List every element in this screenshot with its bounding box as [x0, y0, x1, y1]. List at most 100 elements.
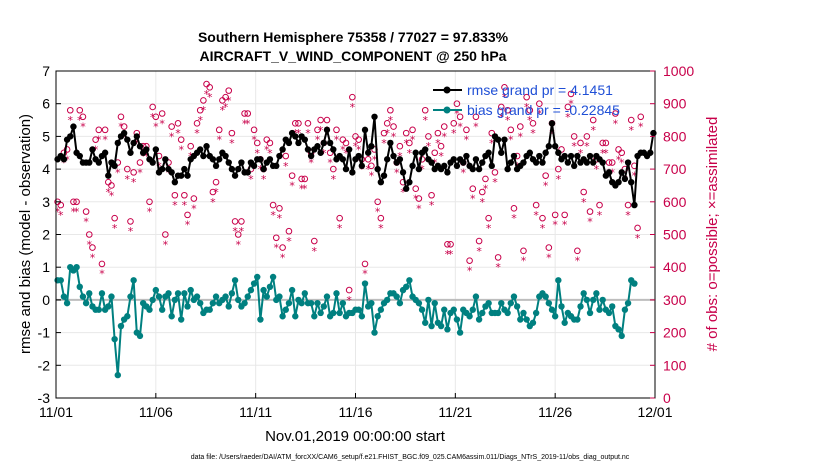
rmse-point [387, 139, 394, 147]
rmse-point [244, 169, 251, 176]
rmse-point [396, 156, 404, 163]
rmse-point [60, 156, 68, 163]
obs-assimilated-point: * [109, 189, 115, 202]
obs-assimilated-point: * [299, 183, 305, 196]
bias-point [146, 306, 153, 313]
rmse-point [539, 159, 546, 166]
left-tick-label: 2 [42, 227, 50, 243]
bias-point [542, 293, 549, 300]
legend-rmse-marker [443, 86, 451, 94]
obs-assimilated-point: * [93, 143, 99, 156]
bias-point [158, 306, 166, 313]
x-axis-ticks: 11/01 11/06 11/11 11/16 11/21 11/26 12/01 [39, 393, 673, 420]
obs-possible-point [583, 133, 591, 140]
bias-point [580, 290, 587, 297]
rmse-point [101, 149, 109, 156]
obs-possible-point [92, 136, 99, 143]
obs-assimilated-point: * [603, 147, 609, 160]
obs-assimilated-point: * [508, 134, 514, 147]
bias-point [63, 299, 71, 307]
obs-possible-point [342, 139, 350, 147]
obs-assimilated-point: * [115, 166, 121, 179]
obs-possible-point [355, 136, 362, 143]
right-tick-label: 700 [663, 161, 687, 177]
obs-possible-point [225, 87, 233, 94]
obs-assimilated-point: * [283, 160, 289, 173]
bias-point [285, 299, 293, 307]
obs-possible-point [279, 244, 286, 251]
rmse-point [326, 139, 334, 147]
obs-assimilated-point: * [394, 166, 400, 179]
bias-point [561, 319, 568, 326]
obs-assimilated-point: * [220, 104, 226, 117]
obs-possible-point [209, 188, 217, 196]
obs-assimilated-point: * [350, 101, 356, 114]
legend-rmse-label: rmse grand pr = 4.1451 [467, 82, 613, 98]
obs-assimilated-point: * [464, 134, 470, 147]
bias-point [596, 306, 603, 313]
obs-assimilated-point: * [343, 147, 349, 160]
rmse-point [628, 178, 635, 186]
bias-point [323, 293, 331, 300]
bias-point [393, 293, 400, 300]
bias-point [374, 313, 381, 320]
right-tick-label: 200 [663, 325, 687, 341]
obs-assimilated-point: * [216, 134, 222, 147]
obs-possible-point [409, 126, 416, 134]
obs-assimilated-point: * [163, 238, 169, 251]
bias-point [453, 316, 461, 323]
x-tick-label: 11/16 [339, 404, 373, 420]
bias-point [168, 313, 175, 320]
rmse-point [583, 159, 591, 166]
rmse-point [304, 146, 312, 153]
obs-assimilated-point: * [102, 134, 108, 147]
bias-point [428, 322, 435, 330]
bias-point [193, 293, 201, 300]
obs-possible-point [101, 126, 109, 134]
rmse-point [586, 152, 594, 160]
rmse-point [276, 152, 283, 160]
obs-assimilated-point: * [305, 127, 311, 140]
obs-assimilated-point: * [280, 251, 286, 264]
obs-possible-point [76, 106, 84, 114]
bias-point [609, 303, 616, 310]
obs-possible-point [291, 120, 299, 127]
obs-assimilated-point: * [365, 163, 371, 176]
obs-assimilated-point: * [499, 111, 505, 124]
obs-possible-point [491, 169, 499, 176]
bias-point [507, 299, 514, 307]
legend-bias-label: bias grand pr = -0.22845 [467, 102, 620, 118]
obs-possible-point [136, 159, 144, 166]
obs-assimilated-point: * [476, 245, 482, 258]
bias-point [456, 329, 464, 336]
rmse-point [130, 139, 137, 147]
right-tick-label: 800 [663, 128, 687, 144]
rmse-series [54, 113, 657, 209]
bias-point [184, 303, 191, 310]
bias-point [235, 296, 242, 304]
x-tick-label: 11/01 [39, 404, 73, 420]
rmse-point [257, 156, 264, 163]
obs-possible-point [288, 172, 296, 179]
bias-point [260, 286, 267, 294]
obs-assimilated-point: * [226, 94, 232, 107]
obs-assimilated-point: * [632, 170, 638, 183]
obs-possible-point [310, 237, 318, 245]
obs-assimilated-point: * [594, 163, 600, 176]
obs-possible-point [158, 110, 166, 117]
obs-assimilated-point: * [245, 117, 251, 130]
obs-possible-point [266, 139, 274, 147]
left-tick-label: 4 [42, 161, 50, 177]
bias-point [358, 313, 366, 320]
rmse-point [235, 165, 242, 173]
obs-assimilated-point: * [71, 206, 77, 219]
rmse-point [599, 159, 606, 166]
chart-title-line2: AIRCRAFT_V_WIND_COMPONENT @ 250 hPa [200, 48, 507, 64]
rmse-point [143, 146, 150, 153]
obs-assimilated-point: * [207, 91, 213, 104]
obs-possible-point [241, 110, 248, 117]
rmse-point [444, 169, 451, 176]
obs-assimilated-point: * [147, 206, 153, 219]
obs-assimilated-point: * [619, 157, 625, 170]
